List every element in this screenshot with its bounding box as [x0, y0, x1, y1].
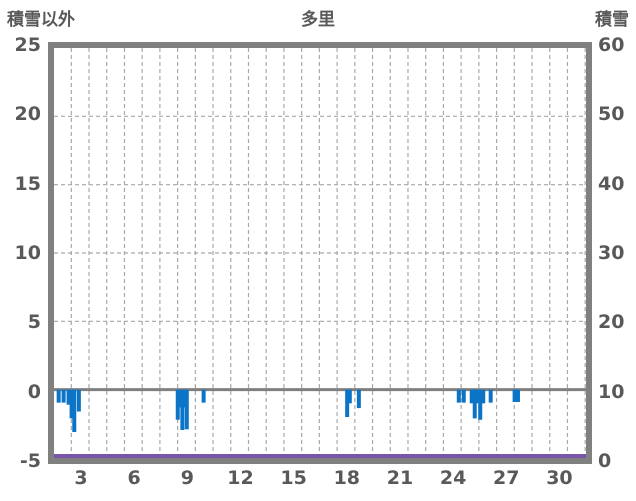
left-axis-title: 積雪以外 [7, 10, 75, 30]
left-axis-tick: 5 [27, 311, 41, 334]
left-axis-tick: 25 [14, 34, 41, 56]
right-axis-tick: 60 [598, 34, 625, 56]
bottom-axis-tick: 30 [546, 467, 573, 489]
bottom-axis-tick: 24 [439, 467, 467, 489]
bottom-axis-tick: 27 [493, 467, 520, 489]
left-axis-tick: 0 [27, 380, 41, 403]
left-axis-tick: 10 [14, 242, 41, 264]
plot-area [54, 48, 586, 458]
bottom-axis-tick: 15 [280, 467, 307, 489]
bottom-axis-tick: 18 [333, 467, 361, 489]
right-axis-tick: 10 [598, 380, 625, 403]
right-axis-tick: 50 [598, 103, 625, 126]
bottom-axis-tick: 12 [227, 467, 254, 489]
bottom-axis-tick: 21 [386, 467, 414, 489]
bottom-axis-tick: 3 [74, 467, 88, 489]
right-axis-tick: 40 [598, 172, 625, 195]
left-axis-tick: 20 [14, 103, 41, 126]
chart-title: 多里 [301, 10, 335, 30]
bottom-axis-tick: 9 [180, 467, 194, 489]
right-axis-title: 積雪 [595, 10, 629, 30]
left-axis-tick: 15 [14, 172, 41, 195]
plot-frame [48, 42, 592, 464]
right-axis-tick: 20 [598, 311, 625, 334]
bottom-axis-tick: 6 [127, 467, 141, 489]
right-axis-tick: 0 [598, 450, 612, 472]
left-axis-tick: -5 [19, 450, 41, 472]
right-axis-tick: 30 [598, 242, 625, 264]
